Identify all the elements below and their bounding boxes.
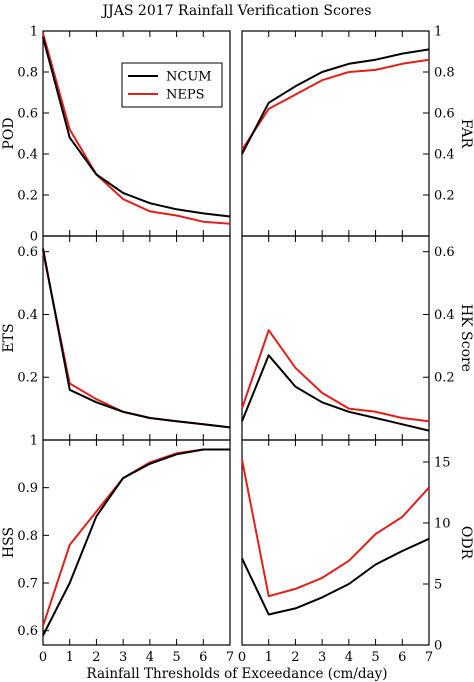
x-axis-label: Rainfall Thresholds of Exceedance (cm/da…: [87, 666, 388, 682]
y-tick-label-hss: 0.7: [17, 577, 38, 592]
series-line-ncum-odr: [241, 537, 430, 616]
x-tick-label: 3: [119, 650, 127, 665]
legend: NCUM NEPS: [121, 62, 223, 108]
series-line-neps-pod: [42, 32, 231, 225]
series-line-neps-hk-score: [241, 329, 430, 423]
y-tick-label-hss: 0.8: [17, 529, 38, 544]
chart-panels: 0 0.2 0.4 0.6 0.8 1 POD NCUM NEPS 0.2 0.4 0.6 0.8 1 FA…: [1, 25, 474, 666]
y-tick-label-far: 0.6: [434, 107, 455, 122]
legend-box: [121, 62, 223, 108]
panel-hk-score: 0.2 0.4 0.6 HK Score: [241, 235, 474, 441]
series-line-ncum-pod: [42, 36, 231, 218]
y-tick-label-pod: 0.4: [17, 148, 38, 163]
y-axis-label-far: FAR: [458, 119, 474, 149]
y-tick-label-pod: 0.8: [17, 66, 38, 81]
y-tick-label-pod: 0: [30, 230, 38, 245]
x-tick-label: 2: [291, 650, 299, 665]
y-tick-label-hss: 1: [30, 434, 38, 449]
y-tick-label-odr: 5: [434, 577, 442, 592]
panel-frame-hk-score: [241, 235, 430, 441]
panel-frame-odr: [241, 439, 430, 646]
y-axis-label-hk-score: HK Score: [458, 304, 474, 372]
y-tick-label-pod: 1: [30, 25, 38, 40]
x-tick-label: 6: [398, 650, 406, 665]
panel-pod: 0 0.2 0.4 0.6 0.8 1 POD NCUM NEPS: [1, 25, 231, 245]
x-tick-label: 7: [425, 650, 433, 665]
series-line-ncum-hk-score: [241, 354, 430, 432]
x-tick-label: 0: [39, 650, 47, 665]
series-line-ncum-hss: [42, 448, 230, 636]
x-tick-label: 6: [199, 650, 207, 665]
y-tick-label-far: 0.2: [434, 189, 455, 204]
y-tick-label-ets: 0.2: [17, 371, 38, 386]
figure-title: JJAS 2017 Rainfall Verification Scores: [101, 3, 372, 19]
y-tick-label-hk-score: 0.4: [434, 308, 455, 323]
y-tick-label-hss: 0.6: [17, 624, 38, 639]
y-axis-label-pod: POD: [1, 117, 17, 149]
y-tick-label-hk-score: 0.2: [434, 371, 455, 386]
y-tick-label-far: 0.4: [434, 148, 455, 163]
panel-hss: 0 1 2 3 4 5 6 7 0.6 0.7 0.8 0.9 1 HSS: [1, 434, 234, 666]
panel-far: 0.2 0.4 0.6 0.8 1 FAR: [241, 25, 474, 237]
x-tick-label: 2: [92, 650, 100, 665]
y-tick-label-odr: 15: [434, 455, 451, 470]
series-line-ncum-ets: [42, 248, 231, 429]
series-line-neps-ets: [42, 251, 231, 429]
y-tick-label-pod: 0.2: [17, 189, 38, 204]
y-tick-label-far: 1: [434, 25, 442, 40]
series-line-neps-hss: [42, 448, 230, 627]
y-tick-label-odr: 0: [434, 639, 442, 654]
x-tick-label: 1: [66, 650, 74, 665]
panel-frame-ets: [42, 235, 231, 441]
x-tick-label: 0: [238, 650, 246, 665]
legend-label-neps: NEPS: [166, 88, 205, 103]
y-axis-label-ets: ETS: [1, 323, 17, 352]
x-tick-label: 4: [345, 650, 353, 665]
x-tick-label: 5: [172, 650, 180, 665]
series-line-ncum-far: [241, 48, 430, 155]
x-tick-label: 7: [226, 650, 234, 665]
legend-label-ncum: NCUM: [166, 70, 212, 85]
panel-ets: 0.2 0.4 0.6 ETS: [1, 235, 231, 441]
y-tick-label-pod: 0.6: [17, 107, 38, 122]
y-axis-label-hss: HSS: [1, 527, 17, 558]
panel-frame-hss: [42, 439, 231, 646]
y-tick-label-ets: 0.6: [17, 245, 38, 260]
series-line-neps-odr: [241, 459, 430, 598]
y-tick-label-odr: 10: [434, 516, 451, 531]
y-axis-label-odr: ODR: [458, 526, 474, 560]
series-line-neps-far: [241, 58, 430, 151]
panel-frame-far: [241, 30, 430, 237]
y-tick-label-ets: 0.4: [17, 308, 38, 323]
x-tick-label: 3: [318, 650, 326, 665]
y-tick-label-far: 0.8: [434, 66, 455, 81]
x-tick-label: 4: [146, 650, 154, 665]
y-tick-label-hk-score: 0.6: [434, 245, 455, 260]
y-tick-label-hss: 0.9: [17, 481, 38, 496]
x-tick-label: 1: [265, 650, 273, 665]
x-tick-label: 5: [371, 650, 379, 665]
